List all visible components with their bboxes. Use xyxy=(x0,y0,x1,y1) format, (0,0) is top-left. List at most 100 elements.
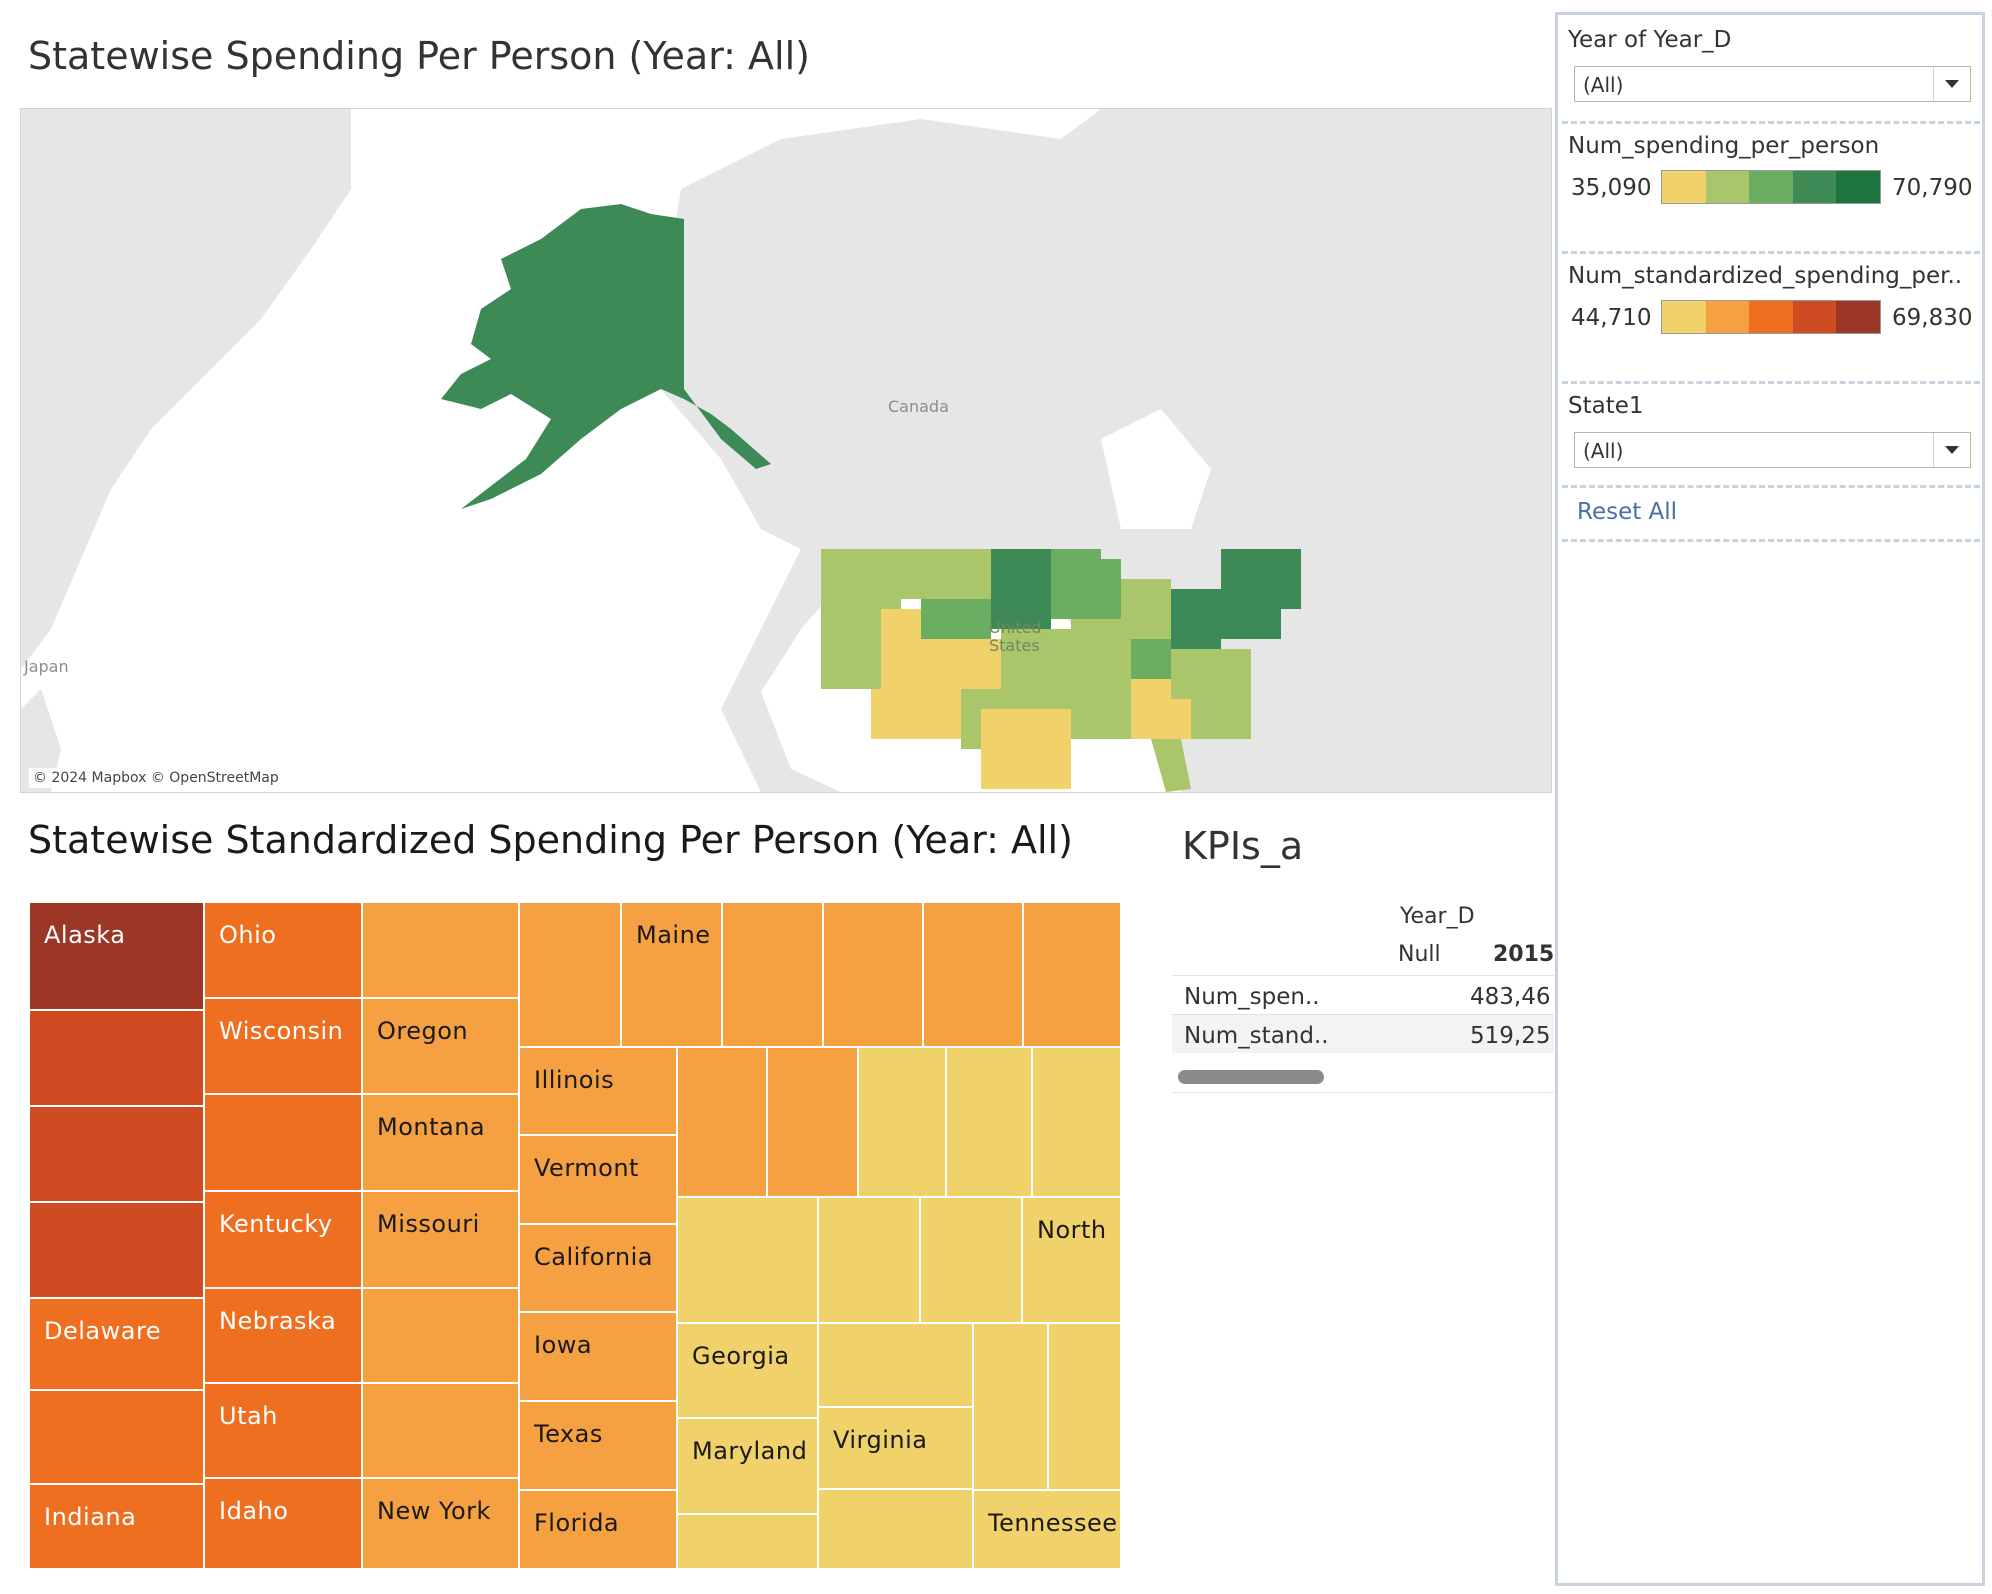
treemap-tile-label: Tennessee xyxy=(988,1509,1118,1537)
treemap-tile[interactable]: Florida xyxy=(520,1491,678,1570)
state-filter-dropdown[interactable]: (All) xyxy=(1574,432,1971,468)
divider xyxy=(1562,485,1980,488)
treemap-tile-label: North xyxy=(1037,1216,1107,1244)
treemap-tile[interactable] xyxy=(768,1048,859,1198)
treemap-title: Statewise Standardized Spending Per Pers… xyxy=(28,818,1073,862)
treemap-tile[interactable] xyxy=(678,1198,819,1324)
treemap-tile[interactable] xyxy=(924,903,1024,1048)
treemap-tile-label: Illinois xyxy=(534,1066,615,1094)
treemap-tile[interactable]: Tennessee xyxy=(974,1491,1122,1570)
legend-color-step xyxy=(1749,301,1793,333)
treemap-tile[interactable] xyxy=(1049,1324,1122,1491)
map-title: Statewise Spending Per Person (Year: All… xyxy=(28,34,810,78)
canada-label: Canada xyxy=(888,397,949,416)
treemap-tile[interactable]: New York xyxy=(363,1479,520,1570)
reset-all-link[interactable]: Reset All xyxy=(1577,499,1678,525)
treemap-tile[interactable] xyxy=(30,1391,205,1485)
standardized-spending-treemap[interactable]: Alaska Delaware Indiana Ohio Wisconsin Kentuc… xyxy=(30,903,1122,1570)
spending-legend-max: 70,790 xyxy=(1892,175,1973,201)
land-asia xyxy=(21,109,351,669)
treemap-tile[interactable]: Alaska xyxy=(30,903,205,1011)
treemap-tile-label: New York xyxy=(377,1497,491,1525)
legend-color-step xyxy=(1836,301,1880,333)
treemap-tile[interactable]: Texas xyxy=(520,1402,678,1491)
treemap-tile-label: Iowa xyxy=(534,1331,593,1359)
treemap-tile[interactable]: Indiana xyxy=(30,1485,205,1570)
chevron-down-icon xyxy=(1945,80,1959,88)
treemap-tile[interactable] xyxy=(859,1048,947,1198)
treemap-tile[interactable]: North xyxy=(1023,1198,1122,1324)
spending-map[interactable]: Canada Japan United States © 2024 Mapbox… xyxy=(20,108,1552,793)
treemap-tile[interactable]: Vermont xyxy=(520,1136,678,1225)
treemap-tile[interactable] xyxy=(363,1384,520,1479)
treemap-tile[interactable] xyxy=(30,1011,205,1107)
filter-panel: Year of Year_D (All) Num_spending_per_pe… xyxy=(1555,12,1985,1586)
alaska-shape xyxy=(441,204,771,509)
treemap-tile[interactable] xyxy=(363,903,520,999)
treemap-tile-label: Oregon xyxy=(377,1017,469,1045)
treemap-tile[interactable] xyxy=(723,903,824,1048)
treemap-tile[interactable] xyxy=(30,1203,205,1299)
divider xyxy=(1562,381,1980,384)
treemap-tile[interactable]: Idaho xyxy=(205,1479,363,1570)
treemap-tile[interactable] xyxy=(678,1515,819,1570)
treemap-tile[interactable] xyxy=(921,1198,1023,1324)
kpi-table: Year_D Null 2015 Num_spen.. 483,46 Num_s… xyxy=(1170,898,1554,1098)
treemap-tile[interactable] xyxy=(824,903,924,1048)
treemap-tile-label: Indiana xyxy=(44,1503,137,1531)
treemap-tile[interactable]: Oregon xyxy=(363,999,520,1095)
legend-color-step xyxy=(1792,301,1837,333)
kpi-col-2015: 2015 xyxy=(1493,942,1555,967)
treemap-tile[interactable]: Missouri xyxy=(363,1192,520,1289)
standardized-color-legend xyxy=(1661,300,1881,334)
treemap-tile[interactable]: Wisconsin xyxy=(205,999,363,1095)
divider xyxy=(1562,251,1980,254)
treemap-tile[interactable]: California xyxy=(520,1225,678,1313)
treemap-tile[interactable]: Maryland xyxy=(678,1419,819,1515)
kpi-row-value: 519,25 xyxy=(1470,1023,1551,1049)
treemap-tile[interactable]: Utah xyxy=(205,1384,363,1479)
state-dropdown-button[interactable] xyxy=(1933,433,1970,467)
year-dropdown-button[interactable] xyxy=(1933,67,1970,101)
treemap-tile[interactable] xyxy=(520,903,622,1048)
treemap-tile-label: Virginia xyxy=(833,1426,928,1454)
treemap-tile[interactable]: Delaware xyxy=(30,1299,205,1391)
treemap-tile-label: Ohio xyxy=(219,921,277,949)
kpi-horizontal-scrollbar[interactable] xyxy=(1178,1070,1324,1084)
treemap-tile[interactable]: Illinois xyxy=(520,1048,678,1136)
treemap-tile[interactable]: Georgia xyxy=(678,1324,819,1419)
treemap-tile-label: Texas xyxy=(534,1420,603,1448)
kpi-column-header: Year_D xyxy=(1400,904,1475,929)
treemap-tile[interactable]: Kentucky xyxy=(205,1192,363,1289)
treemap-tile[interactable]: Maine xyxy=(622,903,723,1048)
treemap-tile[interactable]: Nebraska xyxy=(205,1289,363,1384)
treemap-tile[interactable]: Virginia xyxy=(819,1408,974,1490)
treemap-tile[interactable] xyxy=(819,1490,974,1570)
map-attribution[interactable]: © 2024 Mapbox © OpenStreetMap xyxy=(29,768,283,788)
treemap-tile[interactable]: Iowa xyxy=(520,1313,678,1402)
treemap-tile[interactable] xyxy=(819,1324,974,1408)
kpi-row: Num_stand.. 519,25 xyxy=(1172,1014,1554,1053)
land-us-west xyxy=(721,549,871,792)
standardized-legend-label: Num_standardized_spending_per.. xyxy=(1568,263,1963,289)
treemap-tile[interactable] xyxy=(947,1048,1033,1198)
standardized-legend-max: 69,830 xyxy=(1892,305,1973,331)
treemap-tile[interactable] xyxy=(363,1289,520,1384)
kpi-scroll-track xyxy=(1172,1092,1554,1093)
treemap-tile[interactable] xyxy=(819,1198,921,1324)
treemap-tile[interactable] xyxy=(30,1107,205,1203)
spending-color-legend xyxy=(1661,170,1881,204)
year-filter-dropdown[interactable]: (All) xyxy=(1574,66,1971,102)
treemap-tile[interactable]: Montana xyxy=(363,1095,520,1192)
treemap-tile[interactable]: Ohio xyxy=(205,903,363,999)
legend-color-step xyxy=(1792,171,1837,203)
treemap-tile[interactable] xyxy=(205,1095,363,1192)
treemap-tile[interactable] xyxy=(1033,1048,1122,1198)
map-basemap xyxy=(21,109,1551,792)
treemap-tile-label: Vermont xyxy=(534,1154,639,1182)
spending-legend-min: 35,090 xyxy=(1571,175,1652,201)
treemap-tile[interactable] xyxy=(678,1048,768,1198)
treemap-tile[interactable] xyxy=(1024,903,1122,1048)
us-lower-48 xyxy=(821,549,1301,792)
treemap-tile[interactable] xyxy=(974,1324,1049,1491)
